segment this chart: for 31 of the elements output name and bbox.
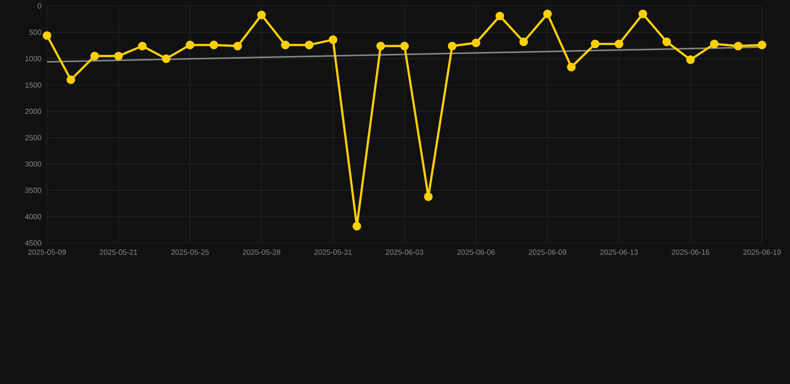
- point: [448, 42, 456, 50]
- point: [66, 75, 76, 84]
- point: [710, 40, 719, 48]
- point: [662, 38, 671, 46]
- point: [281, 40, 290, 50]
- point: [42, 31, 52, 40]
- point: [138, 42, 147, 50]
- point: [114, 52, 123, 60]
- point: [590, 40, 600, 48]
- point: [614, 40, 624, 48]
- point: [734, 42, 742, 50]
- point: [519, 38, 528, 46]
- point: [162, 54, 170, 63]
- point: [90, 52, 99, 60]
- point: [376, 42, 385, 50]
- point: [638, 10, 648, 18]
- point: [424, 192, 433, 201]
- point: [233, 42, 242, 50]
- point: [328, 35, 338, 44]
- point: [472, 38, 480, 48]
- point: [257, 10, 266, 20]
- point: [567, 62, 576, 72]
- point: [210, 40, 218, 50]
- point: [400, 42, 409, 50]
- point: [186, 40, 194, 50]
- point: [352, 222, 362, 230]
- point: [686, 55, 695, 64]
- point: [496, 12, 504, 20]
- point: [304, 40, 314, 50]
- point: [758, 40, 766, 50]
- point: [543, 10, 552, 18]
